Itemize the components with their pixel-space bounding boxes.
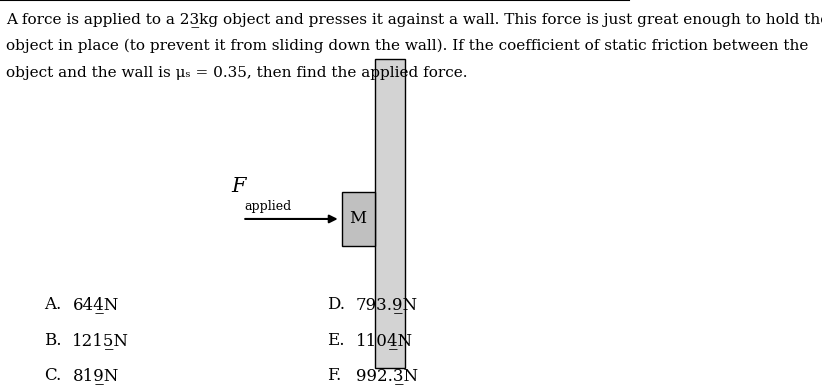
Bar [342,192,375,246]
Text: F.: F. [327,367,342,384]
Text: M: M [349,210,367,228]
Text: 819̲N: 819̲N [72,367,118,384]
Text: E.: E. [327,332,344,349]
Bar [375,59,404,368]
Text: 992.3̲N: 992.3̲N [356,367,418,384]
Text: 1104̲N: 1104̲N [356,332,413,349]
Text: object and the wall is μₛ = 0.35, then find the applied force.: object and the wall is μₛ = 0.35, then f… [7,66,468,81]
Text: A force is applied to a 23̲kg object and presses it against a wall. This force i: A force is applied to a 23̲kg object and… [7,12,822,27]
Text: 793.9̲N: 793.9̲N [356,296,418,314]
Text: D.: D. [327,296,345,314]
Text: 1215̲N: 1215̲N [72,332,129,349]
Text: applied: applied [244,200,292,213]
Text: object in place (to prevent it from sliding down the wall). If the coefficient o: object in place (to prevent it from slid… [7,39,809,54]
Text: C.: C. [44,367,62,384]
Text: F: F [232,176,246,196]
Text: A.: A. [44,296,62,314]
Text: 644̲N: 644̲N [72,296,118,314]
Text: B.: B. [44,332,62,349]
